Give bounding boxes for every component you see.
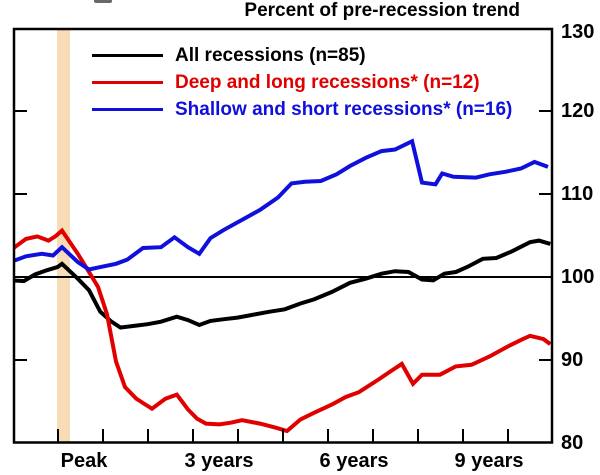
series-line-0 <box>13 238 551 330</box>
xtick-6-years: 6 years <box>319 450 389 472</box>
ytick-80: 80 <box>561 432 584 454</box>
xtick-peak: Peak <box>60 450 108 472</box>
legend-line-sample-black <box>92 54 163 57</box>
legend-label: Deep and long recessions* (n=12) <box>175 71 480 93</box>
legend-line-sample-blue <box>92 108 163 111</box>
ytick-100: 100 <box>561 266 595 288</box>
cropped-text-artifact <box>94 0 112 3</box>
legend-item-all-recessions: All recessions (n=85) <box>92 42 512 69</box>
ytick-90: 90 <box>561 349 584 371</box>
left-axis-ticks <box>14 110 27 361</box>
legend: All recessions (n=85) Deep and long rece… <box>92 42 512 123</box>
legend-item-shallow-short-recessions: Shallow and short recessions* (n=16) <box>92 96 512 123</box>
xtick-3-years: 3 years <box>184 450 254 472</box>
series-line-1 <box>13 227 552 434</box>
legend-label: All recessions (n=85) <box>175 44 366 66</box>
right-axis-ticks <box>539 110 552 361</box>
series-line-2 <box>13 138 549 272</box>
legend-item-deep-long-recessions: Deep and long recessions* (n=12) <box>92 69 512 96</box>
xtick-9-years: 9 years <box>454 450 524 472</box>
ytick-130: 130 <box>561 21 595 43</box>
legend-line-sample-red <box>92 81 163 84</box>
series-lines <box>13 138 552 434</box>
legend-label: Shallow and short recessions* (n=16) <box>175 98 513 120</box>
ytick-120: 120 <box>561 100 595 122</box>
plot-frame <box>12 27 554 444</box>
chart-title: Percent of pre-recession trend <box>244 0 520 21</box>
bottom-axis-ticks <box>57 429 509 442</box>
ytick-110: 110 <box>561 183 594 205</box>
